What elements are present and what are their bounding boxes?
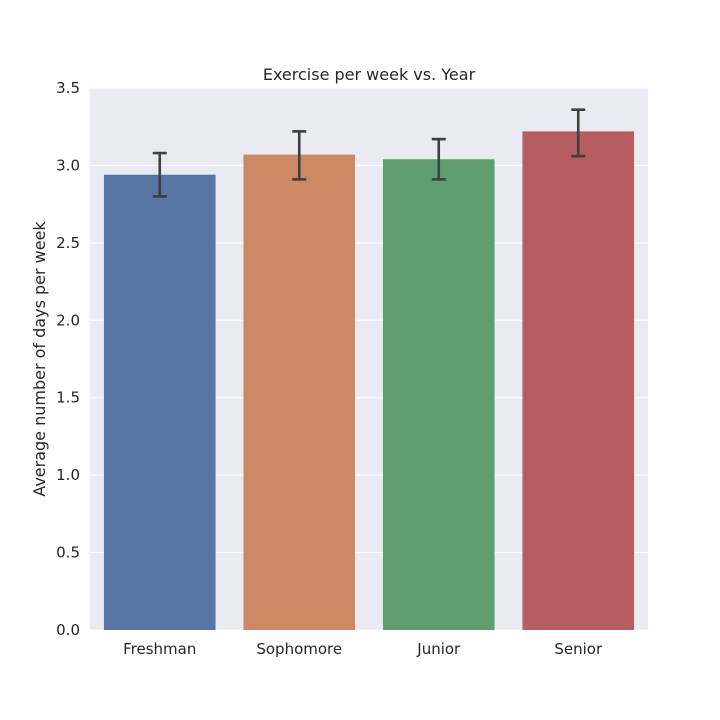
bar-senior [522, 131, 635, 631]
y-tick-label: 3.5 [56, 79, 80, 97]
y-tick-label: 0.5 [56, 544, 80, 562]
error-bar-freshman [152, 151, 167, 198]
x-tick-label: Freshman [123, 640, 196, 658]
error-bar-sophomore [292, 130, 307, 181]
bar-sophomore [243, 154, 356, 631]
x-tick-label: Junior [416, 640, 461, 658]
y-tick-label: 2.0 [56, 311, 80, 329]
error-bar-senior [571, 108, 586, 158]
y-tick-label: 1.0 [56, 466, 80, 484]
bar-junior [382, 159, 495, 630]
y-tick-label: 1.5 [56, 389, 80, 407]
x-tick-label: Senior [554, 640, 603, 658]
x-tick-labels: Freshman Sophomore Junior Senior [123, 640, 603, 658]
bar-freshman [103, 174, 216, 630]
y-axis-label: Average number of days per week [30, 221, 49, 497]
y-tick-labels: 0.0 0.5 1.0 1.5 2.0 2.5 3.0 3.5 [56, 79, 80, 639]
y-tick-label: 3.0 [56, 156, 80, 174]
y-tick-label: 0.0 [56, 621, 80, 639]
error-bars [152, 108, 586, 198]
y-tick-label: 2.5 [56, 234, 80, 252]
x-tick-label: Sophomore [256, 640, 342, 658]
error-bar-junior [431, 137, 446, 181]
chart-title: Exercise per week vs. Year [263, 65, 476, 84]
bars [103, 131, 635, 631]
